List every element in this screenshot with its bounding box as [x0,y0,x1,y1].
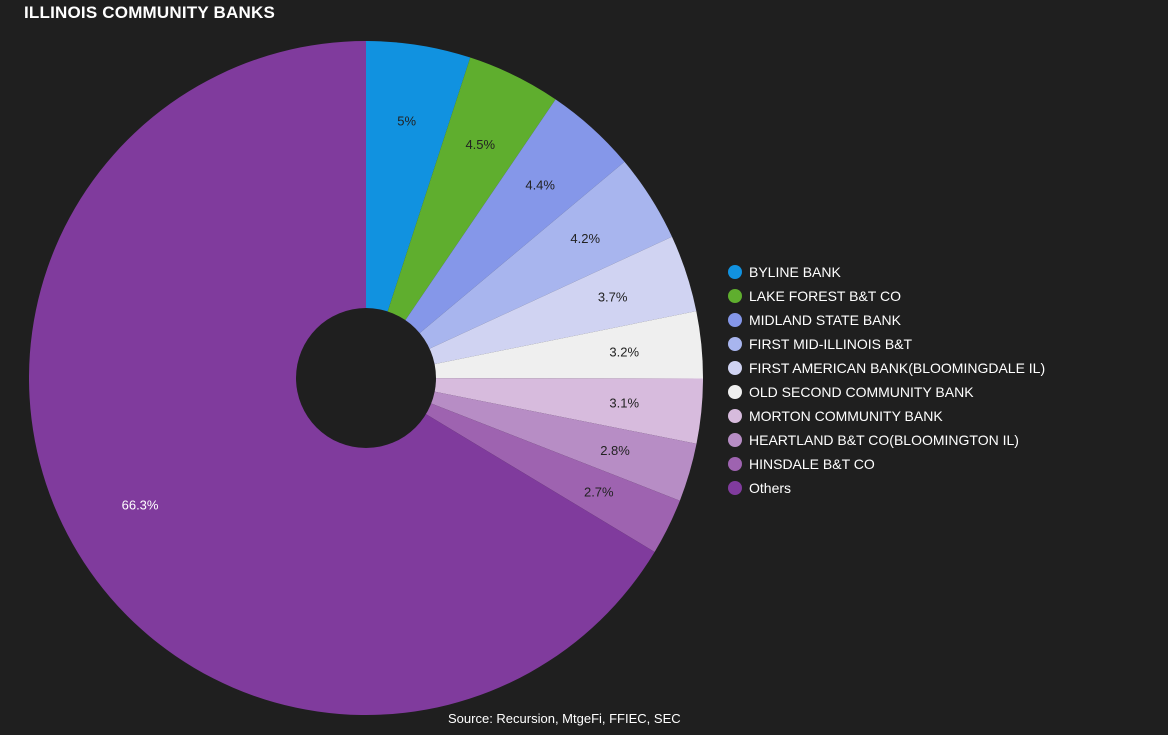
legend-label: HEARTLAND B&T CO(BLOOMINGTON IL) [749,432,1019,448]
legend-item-midland-state-bank[interactable]: MIDLAND STATE BANK [728,308,1045,332]
donut-hole [296,308,436,448]
legend-item-first-american-bank-bloomingdale-il[interactable]: FIRST AMERICAN BANK(BLOOMINGDALE IL) [728,356,1045,380]
legend-swatch [728,385,742,399]
slice-labels: 5% 4.5% 4.4% 4.2% 3.7% 3.2% 3.1% 2.8% 2.7% 66.3% [122,114,640,513]
legend-label: OLD SECOND COMMUNITY BANK [749,384,974,400]
slice-label-midland-state-bank: 4.4% [525,178,555,193]
pie-slice-byline-bank[interactable] [366,41,471,378]
legend-swatch [728,313,742,327]
chart-legend: BYLINE BANK LAKE FOREST B&T CO MIDLAND STA… [728,260,1045,500]
pie-slice-morton-community-bank[interactable] [366,378,703,444]
slice-label-first-mid-illinois-b-t: 4.2% [570,231,600,246]
pie-slice-midland-state-bank[interactable] [366,99,625,378]
legend-label: LAKE FOREST B&T CO [749,288,901,304]
pie-slice-heartland-b-t-co-bloomington-il[interactable] [366,378,697,501]
pie-slice-first-mid-illinois-b-t[interactable] [366,161,672,378]
pie-slice-lake-forest-b-t-co[interactable] [366,57,556,378]
pie-slice-first-american-bank-bloomingdale-il[interactable] [366,236,697,378]
slice-label-morton-community-bank: 3.1% [609,396,639,411]
legend-item-byline-bank[interactable]: BYLINE BANK [728,260,1045,284]
pie-chart: 5% 4.5% 4.4% 4.2% 3.7% 3.2% 3.1% 2.8% 2.7% 66.3% [28,40,704,715]
legend-swatch [728,457,742,471]
legend-swatch [728,337,742,351]
legend-label: MIDLAND STATE BANK [749,312,901,328]
slice-label-old-second-community-bank: 3.2% [609,344,639,359]
legend-label: FIRST MID-ILLINOIS B&T [749,336,913,352]
legend-label: BYLINE BANK [749,264,841,280]
legend-item-lake-forest-b-t-co[interactable]: LAKE FOREST B&T CO [728,284,1045,308]
legend-label: Others [749,480,792,496]
slice-label-first-american-bank-bloomingdale-il: 3.7% [598,289,628,304]
legend-swatch [728,265,742,279]
slice-label-others: 66.3% [122,498,159,513]
pie-slice-old-second-community-bank[interactable] [366,311,704,379]
slice-label-lake-forest-b-t-co: 4.5% [465,137,495,152]
chart-title: ILLINOIS COMMUNITY BANKS [24,3,275,22]
legend-label: HINSDALE B&T CO [749,456,875,472]
legend-item-heartland-b-t-co-bloomington-il[interactable]: HEARTLAND B&T CO(BLOOMINGTON IL) [728,428,1045,452]
legend-item-morton-community-bank[interactable]: MORTON COMMUNITY BANK [728,404,1045,428]
legend-item-others[interactable]: Others [728,476,1045,500]
slice-label-hinsdale-b-t-co: 2.7% [584,485,614,500]
legend-item-old-second-community-bank[interactable]: OLD SECOND COMMUNITY BANK [728,380,1045,404]
legend-label: MORTON COMMUNITY BANK [749,408,943,424]
slice-label-heartland-b-t-co-bloomington-il: 2.8% [600,443,630,458]
legend-swatch [728,289,742,303]
legend-swatch [728,409,742,423]
source-note: Source: Recursion, MtgeFi, FFIEC, SEC [448,711,681,726]
legend-item-first-mid-illinois-b-t[interactable]: FIRST MID-ILLINOIS B&T [728,332,1045,356]
legend-swatch [728,481,742,495]
legend-item-hinsdale-b-t-co[interactable]: HINSDALE B&T CO [728,452,1045,476]
legend-swatch [728,361,742,375]
pie-slice-hinsdale-b-t-co[interactable] [366,378,680,552]
legend-swatch [728,433,742,447]
legend-label: FIRST AMERICAN BANK(BLOOMINGDALE IL) [749,360,1046,376]
slice-label-byline-bank: 5% [397,114,416,129]
